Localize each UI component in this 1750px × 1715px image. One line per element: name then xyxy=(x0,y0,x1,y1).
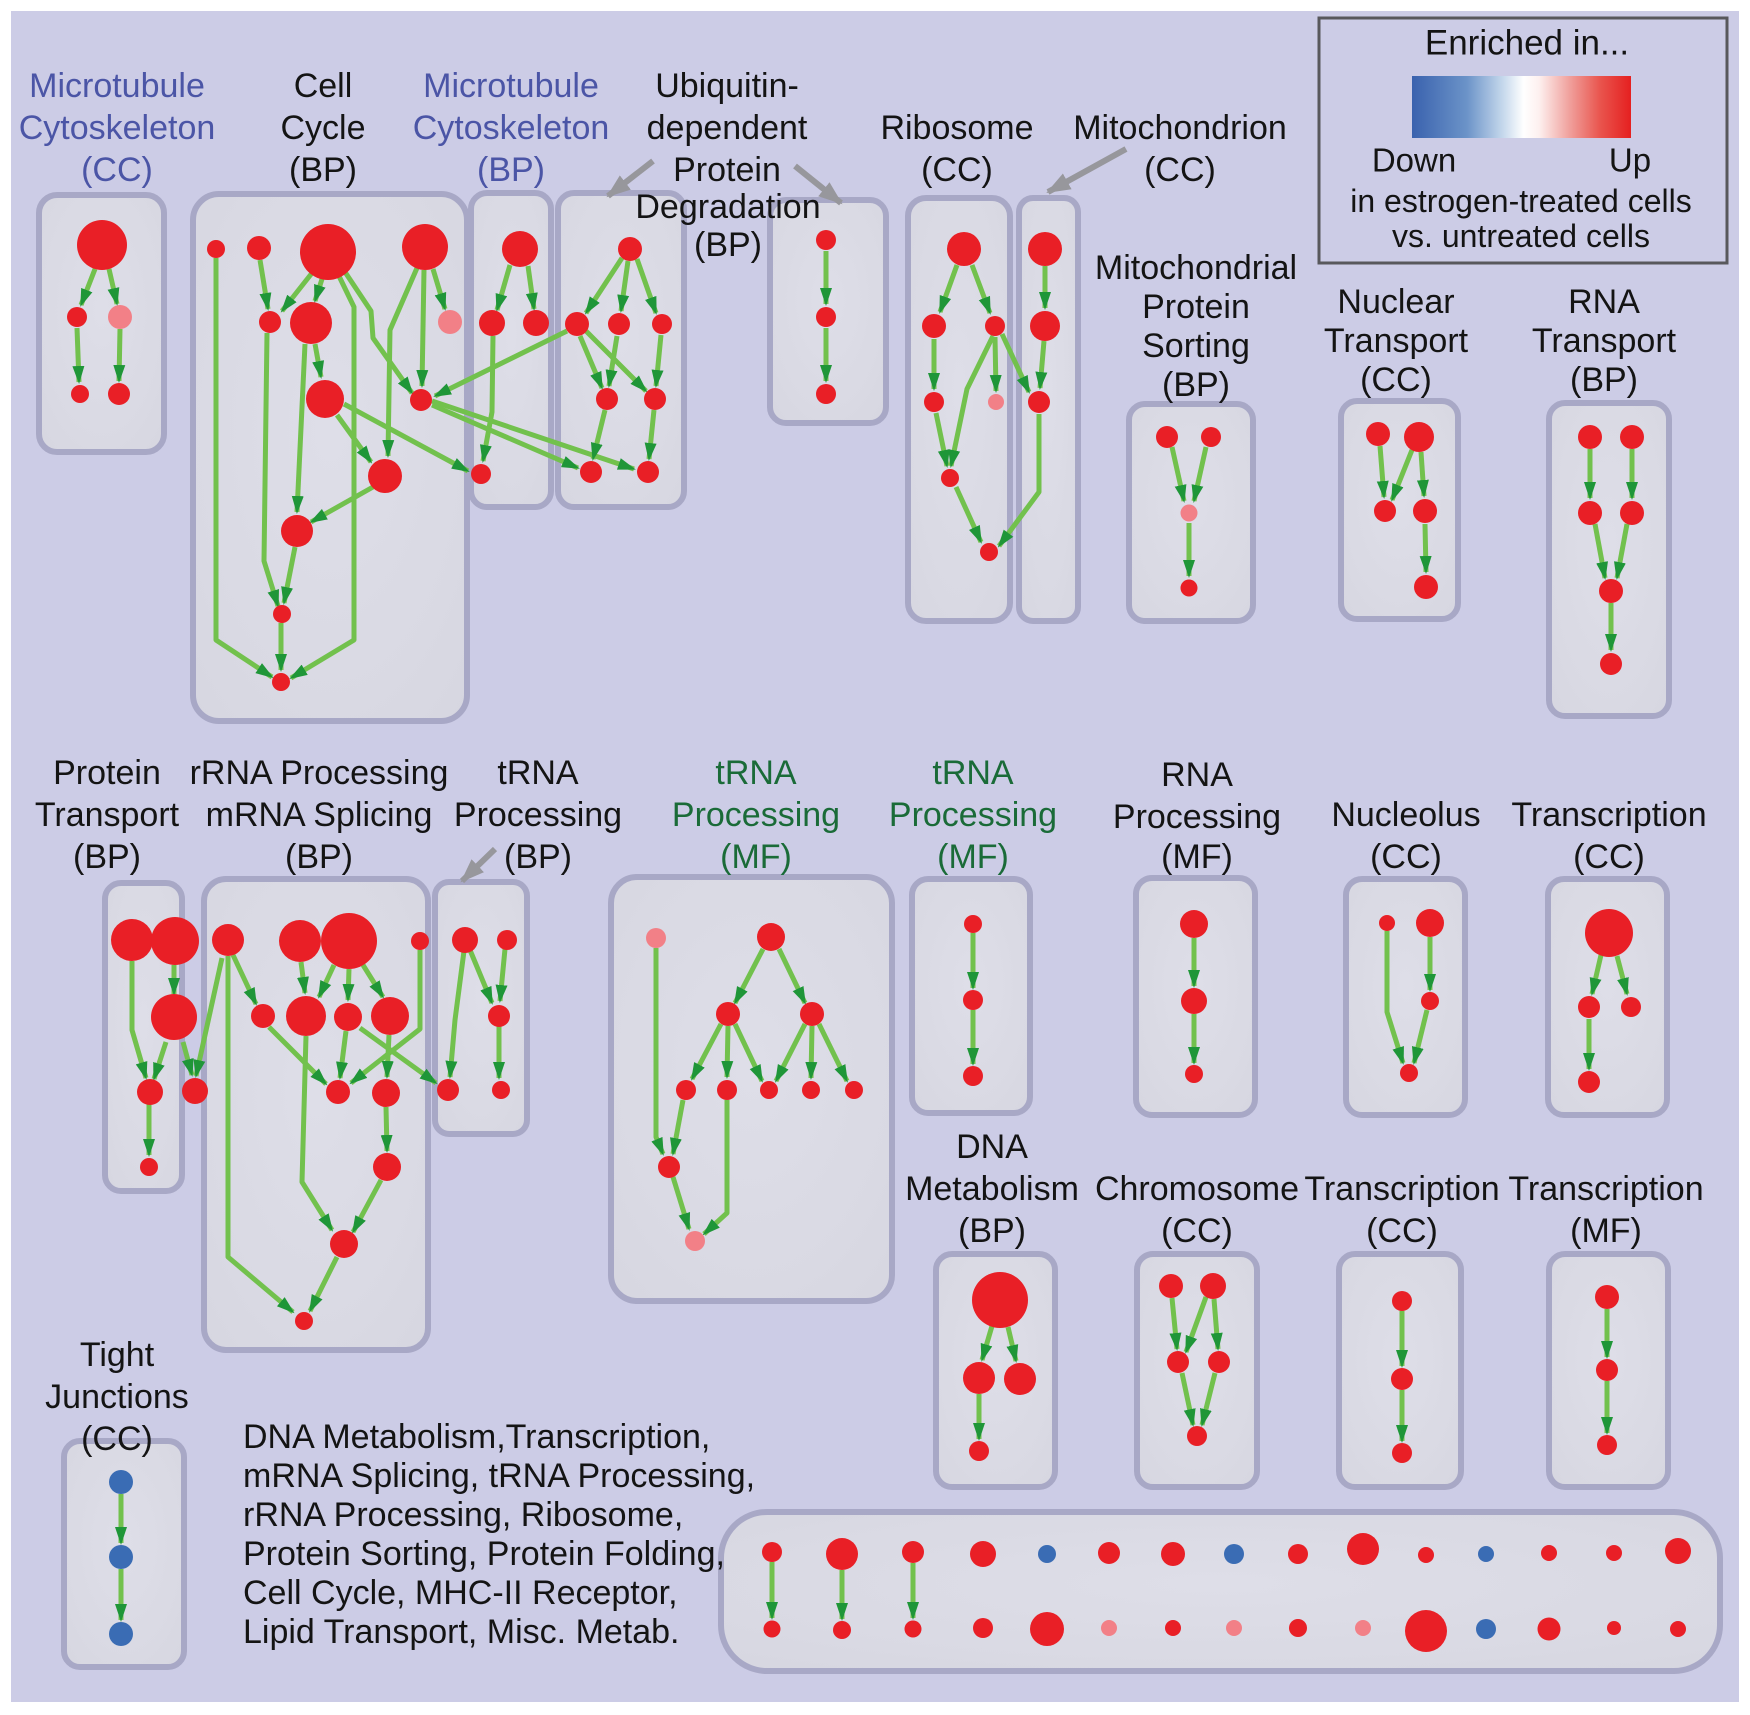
svg-text:Chromosome: Chromosome xyxy=(1095,1170,1299,1208)
svg-text:Nucleolus: Nucleolus xyxy=(1331,796,1480,834)
svg-text:Protein Sorting, Protein Foldi: Protein Sorting, Protein Folding, xyxy=(243,1535,725,1573)
svg-text:Transport: Transport xyxy=(1532,322,1677,360)
svg-text:Tight: Tight xyxy=(80,1336,155,1374)
svg-text:(CC): (CC) xyxy=(1360,361,1432,399)
svg-text:Mitochondrion: Mitochondrion xyxy=(1073,109,1287,147)
svg-text:(BP): (BP) xyxy=(694,226,762,264)
svg-text:tRNA: tRNA xyxy=(715,754,797,792)
svg-text:Microtubule: Microtubule xyxy=(29,67,205,105)
svg-text:(BP): (BP) xyxy=(958,1212,1026,1250)
svg-text:(CC): (CC) xyxy=(921,151,993,189)
svg-text:Processing: Processing xyxy=(454,796,622,834)
svg-text:Down: Down xyxy=(1372,142,1456,179)
svg-text:DNA Metabolism,Transcription,: DNA Metabolism,Transcription, xyxy=(243,1418,710,1456)
svg-text:(BP): (BP) xyxy=(289,151,357,189)
svg-text:Metabolism: Metabolism xyxy=(905,1170,1079,1208)
svg-text:(MF): (MF) xyxy=(937,838,1009,876)
svg-text:(CC): (CC) xyxy=(1573,838,1645,876)
svg-text:Transport: Transport xyxy=(35,796,180,834)
svg-text:(CC): (CC) xyxy=(1161,1212,1233,1250)
svg-text:(CC): (CC) xyxy=(81,1420,153,1458)
svg-text:tRNA: tRNA xyxy=(497,754,579,792)
svg-text:Junctions: Junctions xyxy=(45,1378,189,1416)
svg-text:(CC): (CC) xyxy=(1144,151,1216,189)
svg-text:Lipid Transport, Misc. Metab.: Lipid Transport, Misc. Metab. xyxy=(243,1613,680,1651)
svg-text:(BP): (BP) xyxy=(1570,361,1638,399)
svg-text:Processing: Processing xyxy=(672,796,840,834)
svg-text:(MF): (MF) xyxy=(1570,1212,1642,1250)
svg-text:Mitochondrial: Mitochondrial xyxy=(1095,249,1297,287)
svg-text:Up: Up xyxy=(1609,142,1651,179)
svg-text:tRNA: tRNA xyxy=(932,754,1014,792)
svg-text:in estrogen-treated cells: in estrogen-treated cells xyxy=(1350,183,1692,219)
svg-text:mRNA Splicing, tRNA Processing: mRNA Splicing, tRNA Processing, xyxy=(243,1457,755,1495)
svg-text:Processing: Processing xyxy=(1113,798,1281,836)
svg-text:(MF): (MF) xyxy=(720,838,792,876)
svg-text:vs. untreated cells: vs. untreated cells xyxy=(1392,218,1650,254)
svg-text:Cytoskeleton: Cytoskeleton xyxy=(413,109,610,147)
svg-text:(BP): (BP) xyxy=(504,838,572,876)
svg-text:Microtubule: Microtubule xyxy=(423,67,599,105)
svg-text:RNA: RNA xyxy=(1568,283,1640,321)
svg-text:Transport: Transport xyxy=(1324,322,1469,360)
svg-text:(BP): (BP) xyxy=(285,838,353,876)
svg-text:Degradation: Degradation xyxy=(635,188,820,226)
svg-text:(CC): (CC) xyxy=(81,151,153,189)
svg-text:Nuclear: Nuclear xyxy=(1337,283,1454,321)
svg-text:Sorting: Sorting xyxy=(1142,327,1250,365)
svg-text:(CC): (CC) xyxy=(1366,1212,1438,1250)
svg-text:rRNA Processing: rRNA Processing xyxy=(190,754,449,792)
svg-text:Processing: Processing xyxy=(889,796,1057,834)
svg-text:Cell Cycle, MHC-II Receptor,: Cell Cycle, MHC-II Receptor, xyxy=(243,1574,678,1612)
svg-text:Cycle: Cycle xyxy=(280,109,365,147)
svg-text:Transcription: Transcription xyxy=(1511,796,1706,834)
svg-text:mRNA Splicing: mRNA Splicing xyxy=(206,796,433,834)
svg-text:dependent: dependent xyxy=(647,109,808,147)
svg-text:Cytoskeleton: Cytoskeleton xyxy=(19,109,216,147)
svg-text:Ribosome: Ribosome xyxy=(880,109,1033,147)
svg-text:(BP): (BP) xyxy=(477,151,545,189)
svg-text:RNA: RNA xyxy=(1161,756,1233,794)
svg-text:(MF): (MF) xyxy=(1161,838,1233,876)
svg-text:Ubiquitin-: Ubiquitin- xyxy=(655,67,799,105)
svg-text:DNA: DNA xyxy=(956,1128,1028,1166)
svg-text:Transcription: Transcription xyxy=(1304,1170,1499,1208)
svg-text:Protein: Protein xyxy=(53,754,161,792)
svg-text:(BP): (BP) xyxy=(1162,366,1230,404)
svg-text:Protein: Protein xyxy=(673,151,781,189)
svg-text:(BP): (BP) xyxy=(73,838,141,876)
svg-text:Transcription: Transcription xyxy=(1508,1170,1703,1208)
svg-text:Enriched in...: Enriched in... xyxy=(1425,24,1629,63)
svg-text:rRNA Processing, Ribosome,: rRNA Processing, Ribosome, xyxy=(243,1496,683,1534)
svg-text:(CC): (CC) xyxy=(1370,838,1442,876)
svg-text:Cell: Cell xyxy=(294,67,353,105)
svg-text:Protein: Protein xyxy=(1142,288,1250,326)
